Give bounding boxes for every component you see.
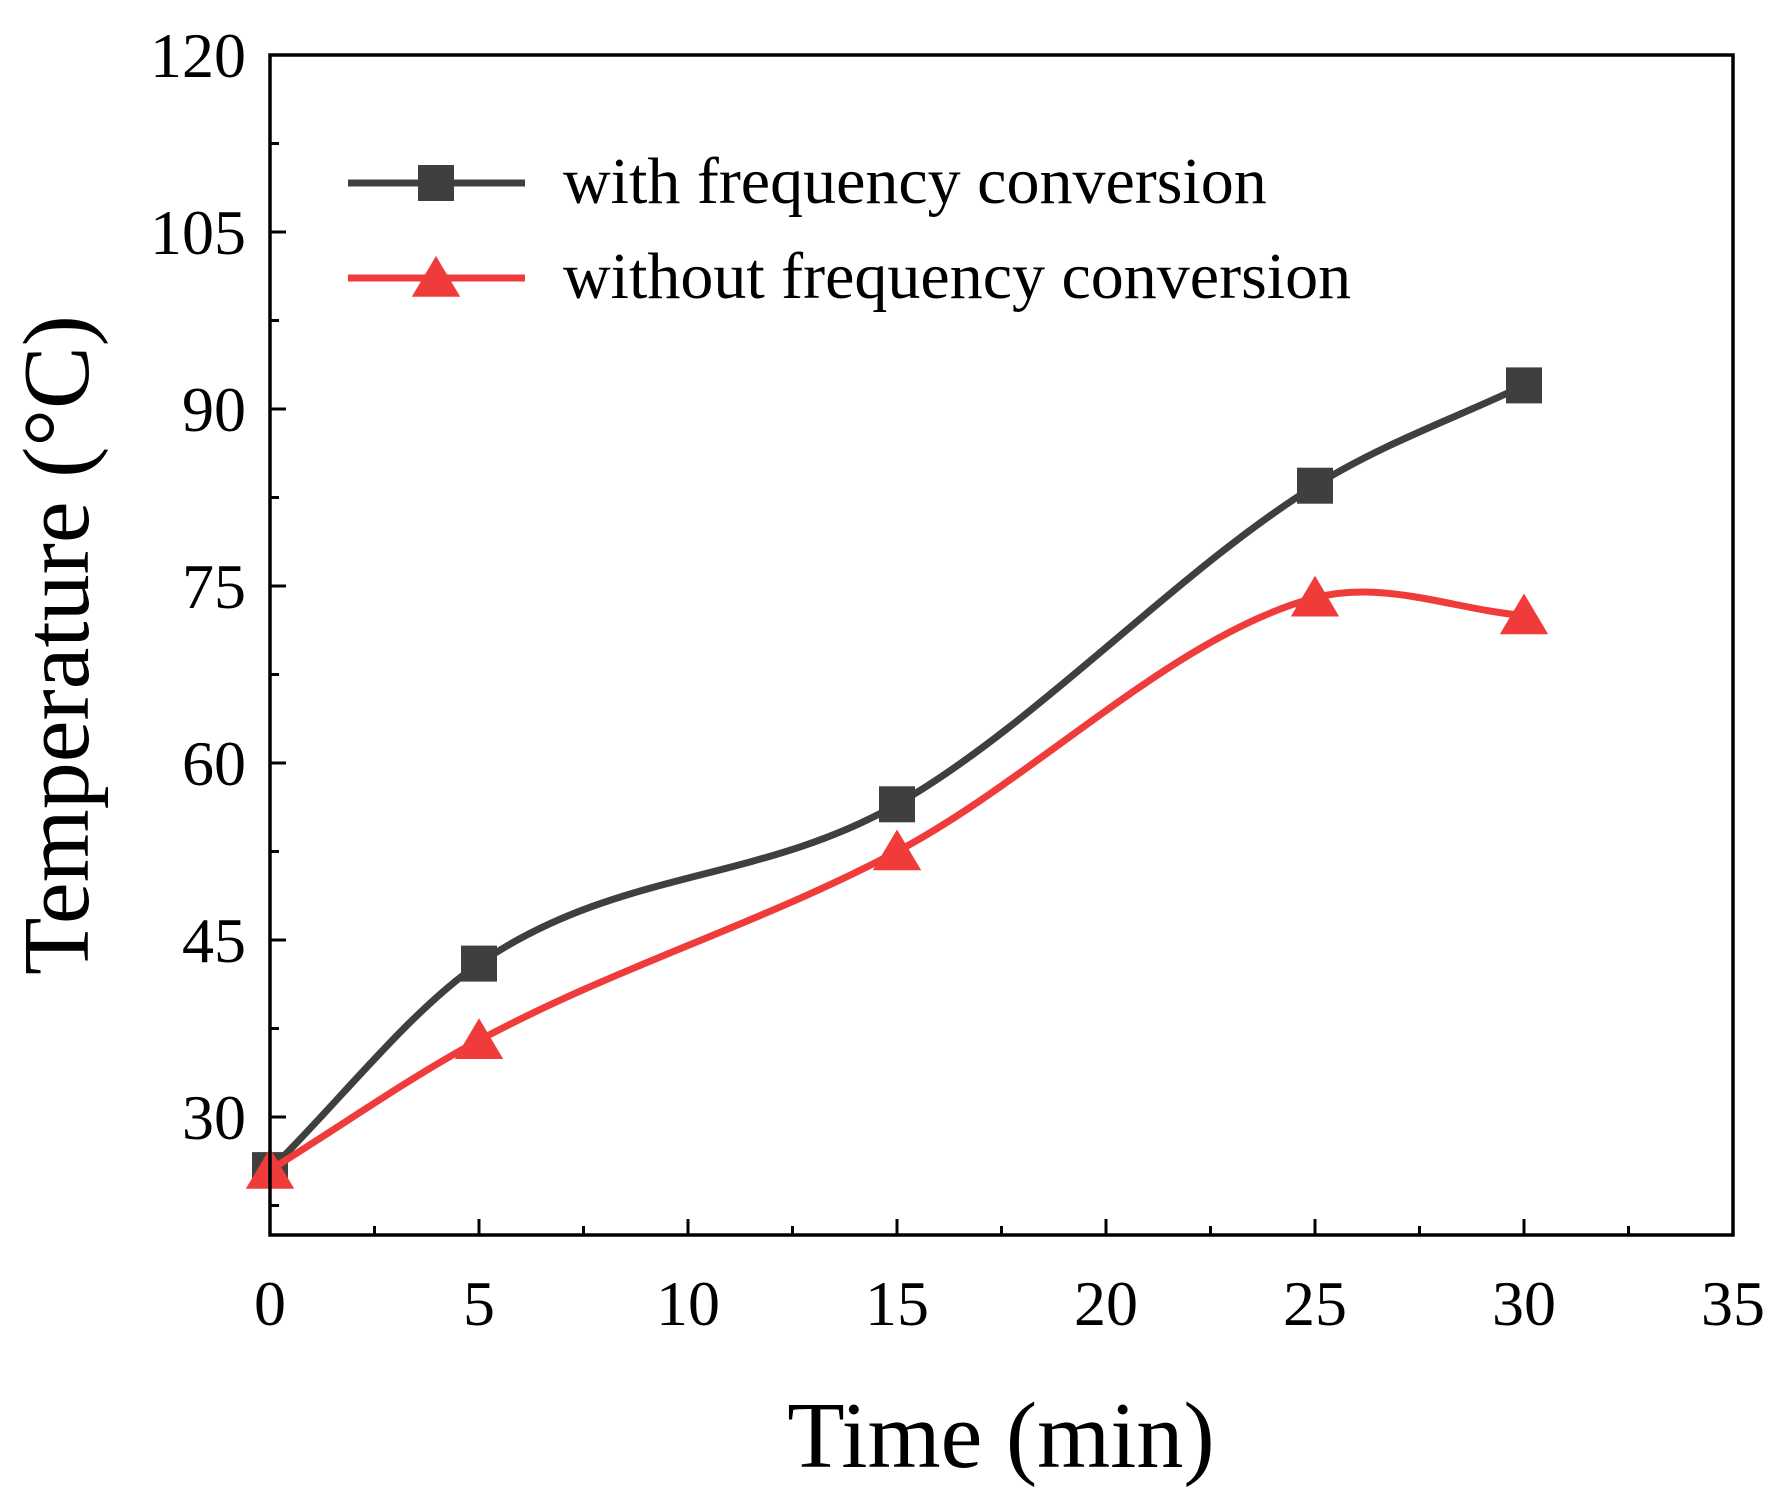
legend-marker [418,165,454,201]
data-point [1297,467,1333,504]
legend: with frequency conversion without frequen… [348,145,1351,313]
y-tick-label: 75 [182,551,246,622]
y-tick-label: 30 [182,1082,246,1153]
data-point [1290,575,1340,617]
y-axis-title: Temperature (°C) [5,315,109,975]
x-tick-label: 0 [254,1268,286,1339]
axes: 0 5 10 15 20 25 30 35 30 45 60 75 90 105 120 [150,20,1765,1339]
x-axis-title: Time (min) [787,1384,1214,1488]
y-tick-label: 105 [150,197,246,268]
series-layer [245,367,1549,1189]
legend-label: without frequency conversion [563,240,1351,313]
data-point [872,829,922,871]
legend-item-1: with frequency conversion [348,145,1267,218]
data-point [879,786,915,823]
x-tick-label: 30 [1492,1268,1556,1339]
x-tick-label: 35 [1701,1268,1765,1339]
data-point [454,1018,504,1059]
x-tick-label: 20 [1074,1268,1138,1339]
y-tick-label: 90 [182,374,246,445]
x-tick-label: 5 [463,1268,495,1339]
x-tick-label: 25 [1283,1268,1347,1339]
plot-frame [268,53,1735,1237]
y-tick-label: 45 [182,905,246,976]
data-point [461,945,497,982]
data-point [1499,593,1549,635]
data-point [1506,367,1542,404]
series-1 [252,367,1542,1189]
legend-marker [411,256,461,297]
x-tick-label: 10 [656,1268,720,1339]
series-2 [245,575,1549,1189]
y-tick-label: 60 [182,728,246,799]
legend-label: with frequency conversion [563,145,1267,218]
y-tick-label: 120 [150,20,246,91]
legend-item-2: without frequency conversion [348,240,1351,313]
x-tick-label: 15 [865,1268,929,1339]
